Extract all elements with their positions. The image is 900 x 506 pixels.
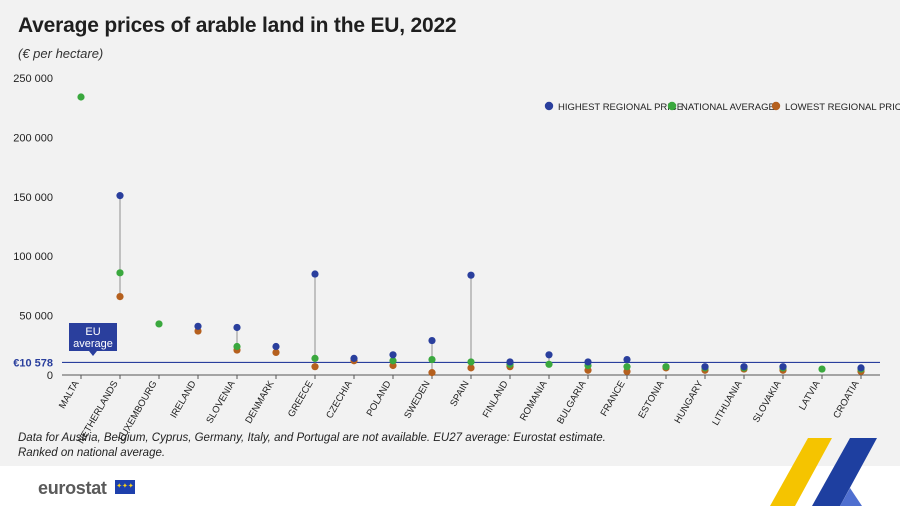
chart: 0 50 000 100 000 150 000 200 000 250 000 €10 5…	[13, 73, 900, 446]
x-tick-label: FRANCE	[599, 379, 628, 418]
chart-title: Average prices of arable land in the EU,…	[18, 14, 457, 37]
highest-price-point[interactable]	[623, 355, 631, 364]
x-tick-label: LITHUANIA	[710, 378, 745, 427]
lowest-price-point[interactable]	[272, 348, 280, 357]
x-tick-label: DENMARK	[243, 378, 277, 425]
highest-price-point[interactable]	[350, 354, 358, 362]
y-tick-label: 200 000	[13, 132, 53, 144]
x-tick-label: IRELAND	[168, 379, 198, 420]
national-average-point[interactable]	[233, 342, 241, 351]
highest-price-point[interactable]	[428, 336, 436, 345]
legend-lowest-label: LOWEST REGIONAL PRICE	[785, 102, 900, 113]
x-tick-label: BULGARIA	[555, 378, 589, 426]
footnote-availability: Data for Austria, Belgium, Cyprus, Germa…	[18, 432, 606, 444]
x-tick-label: LATVIA	[797, 378, 823, 412]
x-tick-label: SPAIN	[448, 379, 471, 409]
highest-price-point[interactable]	[233, 323, 241, 332]
highest-price-point[interactable]	[467, 271, 475, 279]
y-tick-label: 150 000	[13, 192, 53, 204]
highest-price-point[interactable]	[584, 358, 592, 366]
highest-price-point[interactable]	[857, 364, 865, 372]
national-average-point[interactable]	[662, 363, 670, 371]
footer-bar	[0, 438, 900, 506]
eu-average-value-label: €10 578	[13, 357, 53, 369]
national-average-point[interactable]	[389, 357, 397, 365]
x-tick-label: GREECE	[286, 379, 316, 419]
eu-flag-stars-icon: ✦✦✦	[116, 483, 134, 490]
decorative-ribbon	[770, 438, 877, 506]
x-tick-label: POLAND	[365, 379, 394, 418]
chart-subtitle: (€ per hectare)	[18, 46, 104, 61]
x-tick-label: SLOVENIA	[204, 378, 238, 425]
eu-average-box-pointer	[89, 351, 97, 356]
x-tick-label: SWEDEN	[402, 379, 432, 421]
lowest-price-point[interactable]	[311, 363, 319, 371]
highest-price-point[interactable]	[389, 351, 397, 359]
legend-national-label: NATIONAL AVERAGE	[681, 102, 775, 113]
national-average-point[interactable]	[311, 354, 319, 362]
eu-average-box-label: EU	[85, 326, 100, 338]
x-tick-label: FINLAND	[481, 379, 511, 420]
highest-price-point[interactable]	[116, 192, 124, 200]
eu-flag-icon	[115, 480, 135, 494]
highest-price-point[interactable]	[311, 270, 319, 278]
national-average-point[interactable]	[116, 269, 124, 277]
highest-price-point[interactable]	[194, 322, 202, 330]
highest-price-point[interactable]	[740, 363, 748, 371]
lowest-price-point[interactable]	[467, 364, 475, 372]
highest-price-point[interactable]	[779, 363, 787, 371]
national-average-point[interactable]	[428, 355, 436, 364]
lowest-price-point[interactable]	[116, 292, 124, 301]
x-tick-label: ESTONIA	[636, 378, 667, 420]
x-tick-label: HUNGARY	[672, 378, 706, 425]
legend-highest-marker	[544, 101, 554, 111]
national-average-point[interactable]	[467, 358, 475, 366]
y-tick-label: 0	[47, 370, 53, 382]
legend-national-marker	[667, 101, 677, 111]
highest-price-point[interactable]	[545, 351, 553, 359]
x-tick-label: ROMANIA	[518, 378, 550, 422]
highest-price-point[interactable]	[701, 363, 709, 371]
national-average-point[interactable]	[155, 320, 163, 328]
eu-average-box	[69, 323, 117, 351]
lowest-price-point[interactable]	[428, 369, 436, 377]
y-tick-label: 50 000	[19, 311, 53, 323]
national-average-point[interactable]	[77, 93, 85, 101]
highest-price-point[interactable]	[272, 342, 280, 351]
y-tick-label: 250 000	[13, 73, 53, 85]
x-tick-label: MALTA	[57, 378, 82, 410]
y-tick-label: 100 000	[13, 251, 53, 263]
legend-lowest-marker	[771, 101, 781, 111]
highest-price-point[interactable]	[506, 358, 514, 366]
eurostat-logo[interactable]: eurostat	[38, 478, 107, 498]
national-average-point[interactable]	[623, 363, 631, 371]
national-average-point[interactable]	[545, 360, 553, 368]
national-average-point[interactable]	[818, 365, 826, 373]
x-tick-label: CROATIA	[831, 378, 862, 420]
x-tick-label: SLOVAKIA	[751, 378, 784, 424]
x-tick-label: CZECHIA	[324, 378, 355, 420]
eu-average-box-label: average	[73, 338, 113, 350]
legend-highest-label: HIGHEST REGIONAL PRICE	[558, 102, 683, 113]
footnote-ranking: Ranked on national average.	[18, 447, 166, 459]
